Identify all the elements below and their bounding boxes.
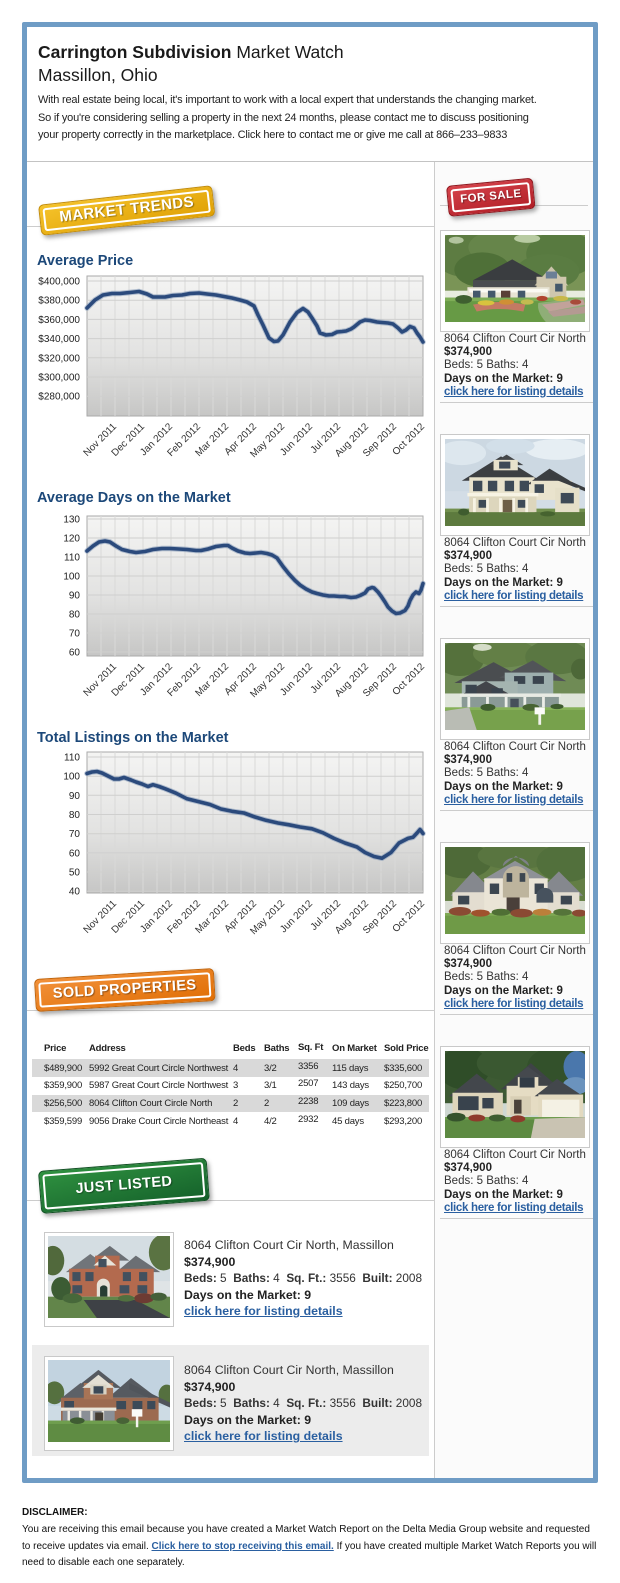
svg-text:80: 80 xyxy=(69,810,81,821)
svg-text:$340,000: $340,000 xyxy=(38,334,80,345)
svg-text:40: 40 xyxy=(69,887,81,898)
svg-text:130: 130 xyxy=(63,515,80,526)
svg-text:$300,000: $300,000 xyxy=(38,373,80,384)
svg-text:120: 120 xyxy=(63,534,80,545)
svg-text:90: 90 xyxy=(69,591,81,602)
svg-text:$400,000: $400,000 xyxy=(38,277,80,288)
svg-text:$360,000: $360,000 xyxy=(38,315,80,326)
svg-text:100: 100 xyxy=(63,772,80,783)
svg-text:100: 100 xyxy=(63,572,80,583)
svg-text:60: 60 xyxy=(69,648,81,659)
svg-text:90: 90 xyxy=(69,791,81,802)
svg-text:110: 110 xyxy=(64,553,80,564)
svg-text:70: 70 xyxy=(69,829,81,840)
svg-text:50: 50 xyxy=(69,868,81,879)
svg-text:60: 60 xyxy=(69,848,81,859)
svg-text:$320,000: $320,000 xyxy=(38,353,80,364)
svg-text:110: 110 xyxy=(64,753,80,764)
svg-text:80: 80 xyxy=(69,610,81,621)
svg-text:$380,000: $380,000 xyxy=(38,296,80,307)
svg-text:70: 70 xyxy=(69,629,81,640)
svg-text:$280,000: $280,000 xyxy=(38,392,80,403)
